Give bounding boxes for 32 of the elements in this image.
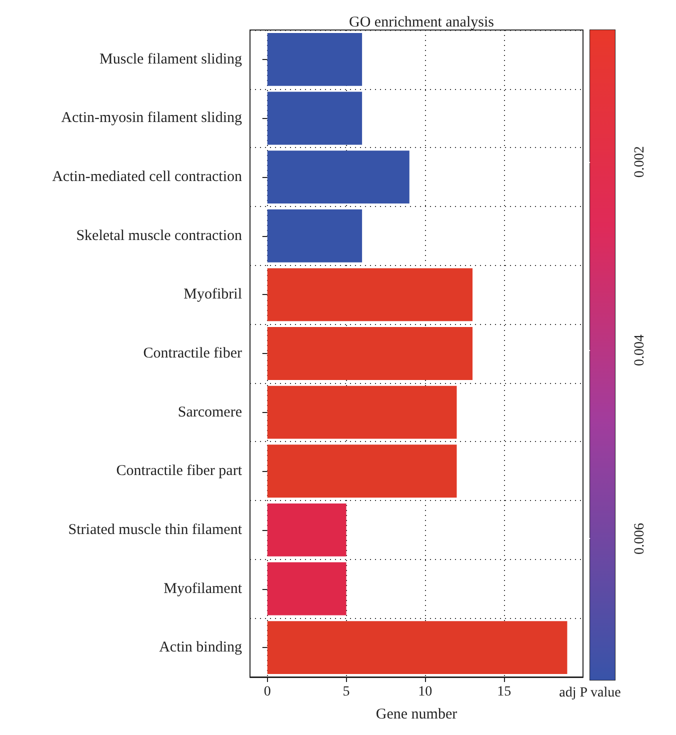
- y-tick-label: Actin-mediated cell contraction: [52, 169, 242, 186]
- bar: [267, 386, 457, 439]
- y-tick-label: Muscle filament sliding: [100, 51, 242, 68]
- y-tick-label: Myofilament: [164, 580, 243, 597]
- y-tick-label: Contractile fiber part: [116, 463, 243, 480]
- bar: [267, 92, 362, 145]
- x-tick-label: 10: [418, 684, 432, 700]
- y-tick-label: Actin-myosin filament sliding: [61, 110, 242, 126]
- color-bar-label: 0.002: [632, 146, 648, 178]
- bar: [267, 621, 568, 674]
- color-bar-title: adj P value: [559, 686, 621, 700]
- chart-title: GO enrichment analysis: [349, 14, 494, 30]
- bar: [267, 150, 410, 204]
- x-tick-label: 0: [264, 684, 271, 700]
- bar: [267, 562, 346, 616]
- bar: [267, 32, 362, 86]
- y-tick-label: Actin binding: [159, 640, 242, 656]
- x-axis-title: Gene number: [376, 706, 458, 722]
- bar: [267, 268, 473, 322]
- y-tick-label: Contractile fiber: [143, 346, 242, 362]
- y-tick-label: Myofibril: [184, 286, 242, 303]
- x-tick-label: 5: [342, 684, 350, 700]
- x-tick-label: 15: [497, 684, 512, 700]
- color-bar-label: 0.006: [632, 522, 648, 554]
- y-tick-label: Striated muscle thin filament: [68, 522, 243, 538]
- y-tick-label: Skeletal muscle contraction: [76, 228, 242, 244]
- bar: [267, 503, 346, 556]
- color-bar-label: 0.004: [632, 334, 648, 366]
- bar: [267, 327, 473, 380]
- bar: [267, 209, 362, 262]
- bar: [267, 444, 457, 498]
- y-tick-label: Sarcomere: [178, 404, 242, 420]
